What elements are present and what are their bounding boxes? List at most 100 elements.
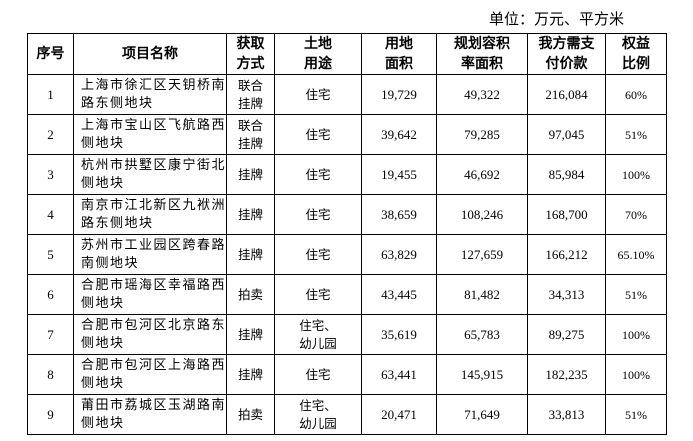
- table-row: 2 上海市宝山区飞航路西侧地块 联合挂牌 住宅 39,642 79,285 97,045 51…: [27, 114, 667, 155]
- column-header: 序号: [27, 33, 74, 75]
- cell-far: 71,649: [436, 394, 528, 435]
- column-header-label: 规划容积率面积: [454, 36, 510, 72]
- cell-no: 1: [27, 74, 74, 115]
- table-row: 1 上海市徐汇区天钥桥南路东侧地块 联合挂牌 住宅 19,729 49,322 216,08…: [27, 74, 667, 115]
- cell-no: 9: [27, 394, 74, 435]
- cell-name: 上海市宝山区飞航路西侧地块: [73, 114, 227, 155]
- cell-area: 19,455: [361, 154, 437, 195]
- cell-ratio: 100%: [605, 154, 667, 195]
- cell-no: 2: [27, 114, 74, 155]
- cell-name: 合肥市包河区北京路东侧地块: [73, 314, 227, 355]
- cell-way: 挂牌: [226, 194, 275, 235]
- column-header-label: 用地面积: [385, 36, 413, 72]
- table-row: 3 杭州市拱墅区康宁街北侧地块 挂牌 住宅 19,455 46,692 85,984 100%: [27, 154, 667, 195]
- cell-ratio: 51%: [605, 394, 667, 435]
- cell-pay: 97,045: [527, 114, 606, 155]
- column-header-label: 我方需支付价款: [538, 36, 595, 72]
- cell-far: 81,482: [436, 274, 528, 315]
- cell-way: 联合挂牌: [226, 114, 275, 155]
- cell-ratio: 100%: [605, 314, 667, 355]
- header-row: 序号 项目名称 获取方式 土地用途 用地面积 规划容积率面积 我方需支付价款 权益比例: [27, 33, 667, 75]
- cell-area: 43,445: [361, 274, 437, 315]
- cell-ratio: 100%: [605, 354, 667, 395]
- cell-way: 挂牌: [226, 354, 275, 395]
- cell-use: 住宅: [274, 234, 362, 275]
- column-header: 规划容积率面积: [436, 33, 528, 75]
- cell-use-text: 住宅: [305, 206, 331, 222]
- unit-note: 单位：万元、平方米: [488, 10, 624, 28]
- column-header: 获取方式: [226, 33, 275, 75]
- cell-way: 联合挂牌: [226, 74, 275, 115]
- cell-pay: 33,813: [527, 394, 606, 435]
- cell-use: 住宅、幼儿园: [274, 314, 362, 355]
- cell-name: 合肥市包河区上海路西侧地块: [73, 354, 227, 395]
- cell-way: 拍卖: [226, 394, 275, 435]
- cell-way-text: 挂牌: [237, 326, 263, 342]
- column-header-label: 土地用途: [304, 36, 332, 72]
- cell-pay: 89,275: [527, 314, 606, 355]
- cell-use-text: 住宅、幼儿园: [299, 317, 337, 351]
- cell-area: 38,659: [361, 194, 437, 235]
- cell-far: 65,783: [436, 314, 528, 355]
- cell-name: 莆田市荔城区玉湖路南侧地块: [73, 394, 227, 435]
- cell-use-text: 住宅: [305, 246, 331, 262]
- cell-way: 挂牌: [226, 154, 275, 195]
- column-header: 用地面积: [361, 33, 437, 75]
- cell-way-text: 拍卖: [237, 406, 263, 422]
- column-header: 土地用途: [274, 33, 362, 75]
- cell-pay: 168,700: [527, 194, 606, 235]
- cell-way-text: 联合挂牌: [237, 117, 263, 151]
- column-header-label: 权益比例: [622, 36, 650, 72]
- column-header-label: 序号: [36, 46, 65, 62]
- cell-area: 35,619: [361, 314, 437, 355]
- cell-use: 住宅: [274, 154, 362, 195]
- cell-far: 108,246: [436, 194, 528, 235]
- cell-way-text: 联合挂牌: [237, 77, 263, 111]
- cell-area: 63,829: [361, 234, 437, 275]
- cell-use: 住宅、幼儿园: [274, 394, 362, 435]
- cell-no: 7: [27, 314, 74, 355]
- cell-use-text: 住宅: [305, 86, 331, 102]
- table-row: 7 合肥市包河区北京路东侧地块 挂牌 住宅、幼儿园 35,619 65,783 89,275…: [27, 314, 667, 355]
- cell-way-text: 挂牌: [237, 166, 263, 182]
- cell-way-text: 挂牌: [237, 366, 263, 382]
- cell-name: 上海市徐汇区天钥桥南路东侧地块: [73, 74, 227, 115]
- cell-way: 挂牌: [226, 314, 275, 355]
- table-row: 5 苏州市工业园区跨春路南侧地块 挂牌 住宅 63,829 127,659 166,212 6…: [27, 234, 667, 275]
- cell-far: 127,659: [436, 234, 528, 275]
- cell-far: 145,915: [436, 354, 528, 395]
- cell-way: 挂牌: [226, 234, 275, 275]
- cell-name: 苏州市工业园区跨春路南侧地块: [73, 234, 227, 275]
- column-header-label: 获取方式: [236, 36, 265, 72]
- cell-ratio: 51%: [605, 114, 667, 155]
- cell-far: 79,285: [436, 114, 528, 155]
- cell-use-text: 住宅: [305, 166, 331, 182]
- cell-name: 南京市江北新区九袱洲路东侧地块: [73, 194, 227, 235]
- cell-ratio: 51%: [605, 274, 667, 315]
- cell-name: 合肥市瑶海区幸福路西侧地块: [73, 274, 227, 315]
- cell-no: 6: [27, 274, 74, 315]
- cell-pay: 182,235: [527, 354, 606, 395]
- table-row: 8 合肥市包河区上海路西侧地块 挂牌 住宅 63,441 145,915 182,235 10…: [27, 354, 667, 395]
- cell-area: 39,642: [361, 114, 437, 155]
- column-header-label: 项目名称: [122, 46, 178, 62]
- cell-ratio: 70%: [605, 194, 667, 235]
- cell-use: 住宅: [274, 354, 362, 395]
- cell-no: 4: [27, 194, 74, 235]
- cell-ratio: 65.10%: [605, 234, 667, 275]
- cell-use: 住宅: [274, 194, 362, 235]
- cell-pay: 34,313: [527, 274, 606, 315]
- cell-use: 住宅: [274, 114, 362, 155]
- cell-no: 8: [27, 354, 74, 395]
- cell-ratio: 60%: [605, 74, 667, 115]
- column-header: 权益比例: [605, 33, 667, 75]
- cell-no: 3: [27, 154, 74, 195]
- cell-far: 46,692: [436, 154, 528, 195]
- column-header: 我方需支付价款: [527, 33, 606, 75]
- cell-pay: 216,084: [527, 74, 606, 115]
- cell-use: 住宅: [274, 274, 362, 315]
- cell-use-text: 住宅: [305, 286, 331, 302]
- cell-name: 杭州市拱墅区康宁街北侧地块: [73, 154, 227, 195]
- table-row: 6 合肥市瑶海区幸福路西侧地块 拍卖 住宅 43,445 81,482 34,313 51%: [27, 274, 667, 315]
- cell-pay: 85,984: [527, 154, 606, 195]
